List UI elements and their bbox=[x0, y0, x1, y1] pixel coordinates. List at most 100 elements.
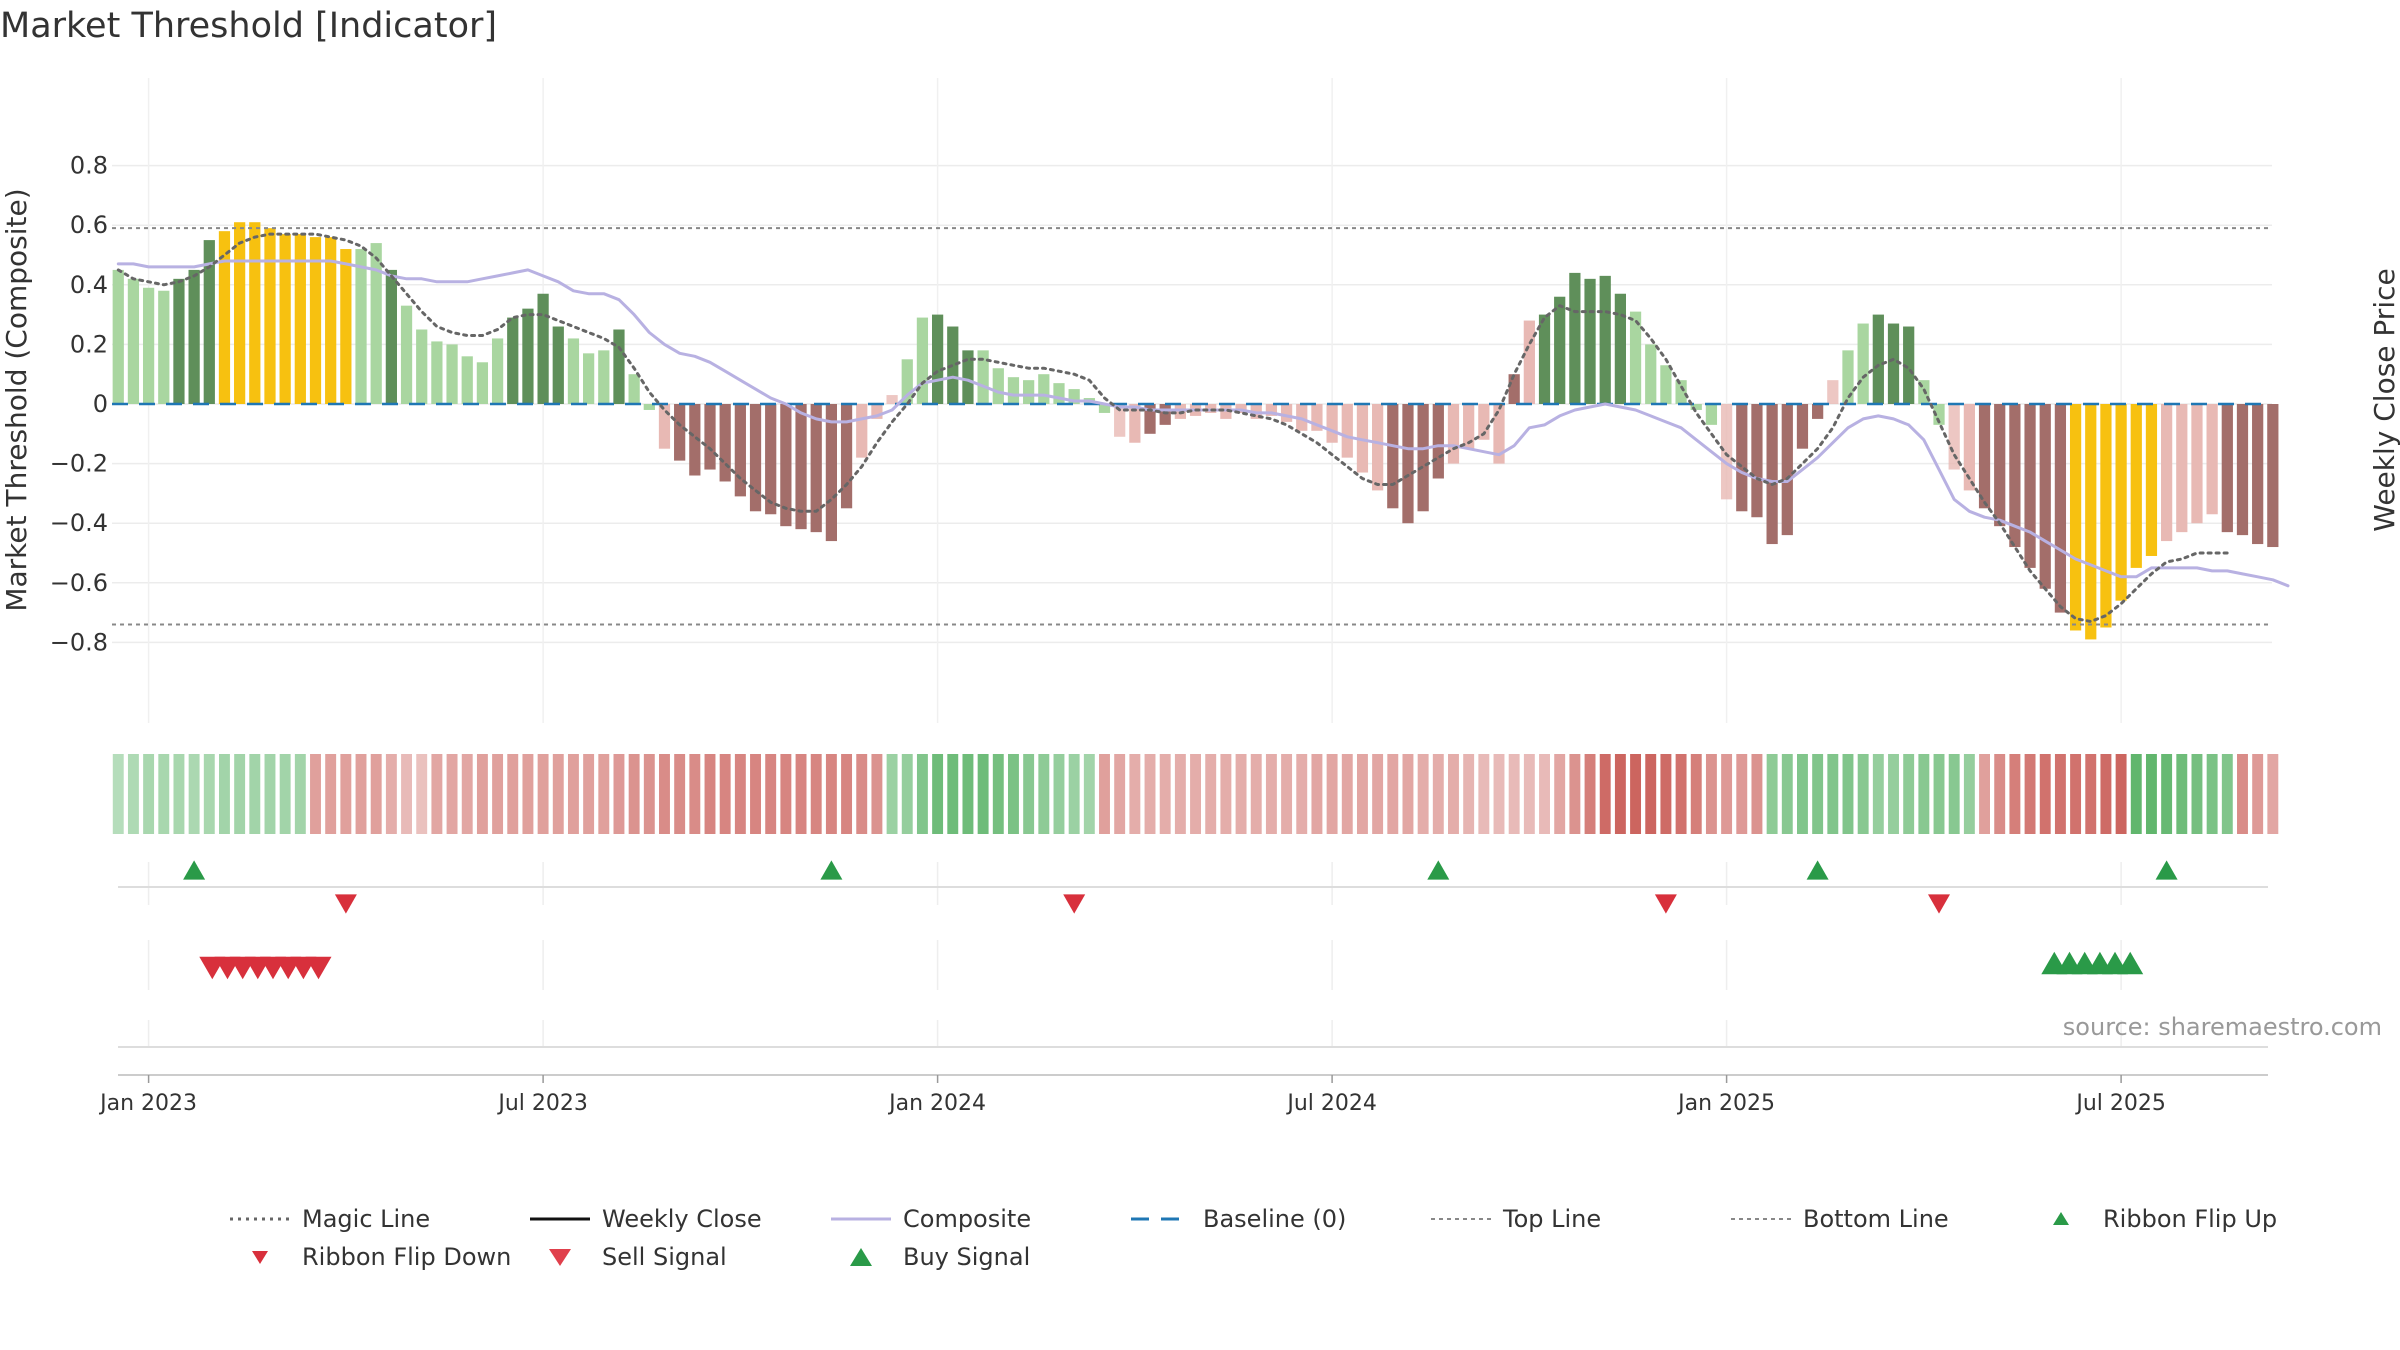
composite-bar bbox=[749, 404, 762, 512]
composite-bar bbox=[1432, 404, 1444, 479]
ribbon-segment bbox=[841, 754, 853, 834]
composite-bar bbox=[1584, 278, 1596, 404]
ribbon-segment bbox=[355, 754, 367, 834]
composite-bar bbox=[856, 404, 868, 458]
composite-bar bbox=[1751, 404, 1763, 518]
ribbon-segment bbox=[1493, 754, 1505, 834]
ribbon-segment bbox=[1781, 754, 1793, 834]
legend-item-composite: Composite bbox=[831, 1205, 1031, 1233]
composite-bar bbox=[264, 228, 276, 404]
legend-item-weekly-close: Weekly Close bbox=[530, 1205, 762, 1233]
composite-bar bbox=[810, 404, 822, 533]
ribbon-segment bbox=[370, 754, 382, 834]
legend-item-ribbon-flip-up: Ribbon Flip Up bbox=[2031, 1205, 2277, 1233]
ribbon-segment bbox=[1190, 754, 1201, 834]
ribbon-segment bbox=[810, 754, 822, 834]
ribbon-flip-up-marker bbox=[820, 860, 843, 880]
ribbon-segment bbox=[1341, 754, 1353, 834]
composite-bar bbox=[1736, 404, 1748, 512]
x-tick-label: Jul 2023 bbox=[496, 1091, 588, 1116]
composite-bar bbox=[491, 338, 504, 404]
ribbon-segment bbox=[219, 754, 230, 834]
composite-bar bbox=[1933, 404, 1945, 425]
composite-bar bbox=[1796, 404, 1809, 449]
ribbon-segment bbox=[401, 754, 412, 834]
ribbon-segment bbox=[1736, 754, 1748, 834]
composite-bar bbox=[1098, 404, 1111, 413]
ribbon-segment bbox=[1326, 754, 1338, 834]
composite-bar bbox=[1842, 350, 1854, 404]
ribbon-segment bbox=[1554, 754, 1566, 834]
composite-bar bbox=[2221, 404, 2233, 533]
composite-bar bbox=[1690, 404, 1702, 410]
legend-label-composite: Composite bbox=[903, 1205, 1032, 1233]
ribbon-segment bbox=[1114, 754, 1126, 834]
ribbon-segment bbox=[1281, 754, 1293, 834]
ribbon-segment bbox=[2161, 754, 2173, 834]
ribbon-flip-up-marker bbox=[2155, 860, 2178, 880]
ribbon-flip-down-marker bbox=[334, 894, 357, 914]
ribbon-flip-up-marker bbox=[183, 860, 206, 880]
ribbon-segment bbox=[628, 754, 640, 834]
composite-bar bbox=[2039, 404, 2051, 589]
composite-bar bbox=[780, 404, 792, 527]
ribbon-segment bbox=[871, 754, 883, 834]
composite-bar bbox=[1812, 404, 1824, 419]
composite-bar bbox=[2236, 404, 2249, 536]
ribbon-segment bbox=[1372, 754, 1384, 834]
ribbon-segment bbox=[1478, 754, 1490, 834]
composite-bar bbox=[1447, 404, 1460, 464]
ribbon-segment bbox=[932, 754, 944, 834]
composite-bar bbox=[1159, 404, 1171, 425]
composite-bar bbox=[309, 237, 322, 404]
ribbon-segment bbox=[2070, 754, 2082, 834]
composite-bar bbox=[992, 368, 1004, 404]
ribbon-segment bbox=[1751, 754, 1763, 834]
legend-swatch-magic-line bbox=[230, 1217, 290, 1221]
ribbon-segment bbox=[188, 754, 200, 834]
composite-bar bbox=[1554, 296, 1566, 404]
composite-bar bbox=[1660, 365, 1672, 404]
composite-bar bbox=[1766, 404, 1778, 545]
composite-bar bbox=[1675, 380, 1687, 404]
ribbon-segment bbox=[1068, 754, 1080, 834]
ribbon-segment bbox=[1432, 754, 1444, 834]
composite-bar bbox=[127, 278, 140, 404]
ribbon-segment bbox=[325, 754, 337, 834]
ribbon-segment bbox=[552, 754, 564, 834]
ribbon-segment bbox=[719, 754, 731, 834]
legend-item-magic-line: Magic Line bbox=[230, 1205, 430, 1233]
composite-bar bbox=[188, 269, 200, 404]
legend-label-top-line: Top Line bbox=[1503, 1205, 1602, 1233]
composite-bar bbox=[765, 404, 777, 515]
ribbon-segment bbox=[613, 754, 625, 834]
ribbon-segment bbox=[310, 754, 321, 834]
y-tick-label: −0.8 bbox=[50, 628, 108, 656]
composite-bar bbox=[2069, 404, 2082, 631]
ribbon-segment bbox=[340, 754, 352, 834]
ribbon-segment bbox=[2145, 754, 2157, 834]
composite-bar bbox=[294, 234, 306, 404]
ribbon-segment bbox=[1948, 754, 1960, 834]
legend-item-bottom-line: Bottom Line bbox=[1731, 1205, 1949, 1233]
x-tick-label: Jan 2025 bbox=[1676, 1091, 1775, 1116]
composite-bar bbox=[1948, 404, 1960, 470]
ribbon-segment bbox=[977, 754, 989, 834]
ribbon-segment bbox=[522, 754, 534, 834]
ribbon-segment bbox=[127, 754, 139, 834]
ribbon-segment bbox=[1356, 754, 1368, 834]
composite-bar bbox=[416, 329, 428, 404]
composite-bar bbox=[234, 222, 246, 404]
composite-bar bbox=[1341, 404, 1353, 458]
composite-bar bbox=[2161, 404, 2173, 542]
composite-bar bbox=[431, 341, 443, 404]
ribbon-segment bbox=[1144, 754, 1156, 834]
ribbon-segment bbox=[158, 754, 170, 834]
ribbon-segment bbox=[264, 754, 276, 834]
composite-bar bbox=[1038, 374, 1050, 404]
composite-bar bbox=[734, 404, 746, 497]
ribbon-segment bbox=[2054, 754, 2066, 834]
composite-bar bbox=[2267, 404, 2279, 548]
composite-bar bbox=[522, 308, 534, 404]
ribbon-segment bbox=[431, 754, 443, 834]
